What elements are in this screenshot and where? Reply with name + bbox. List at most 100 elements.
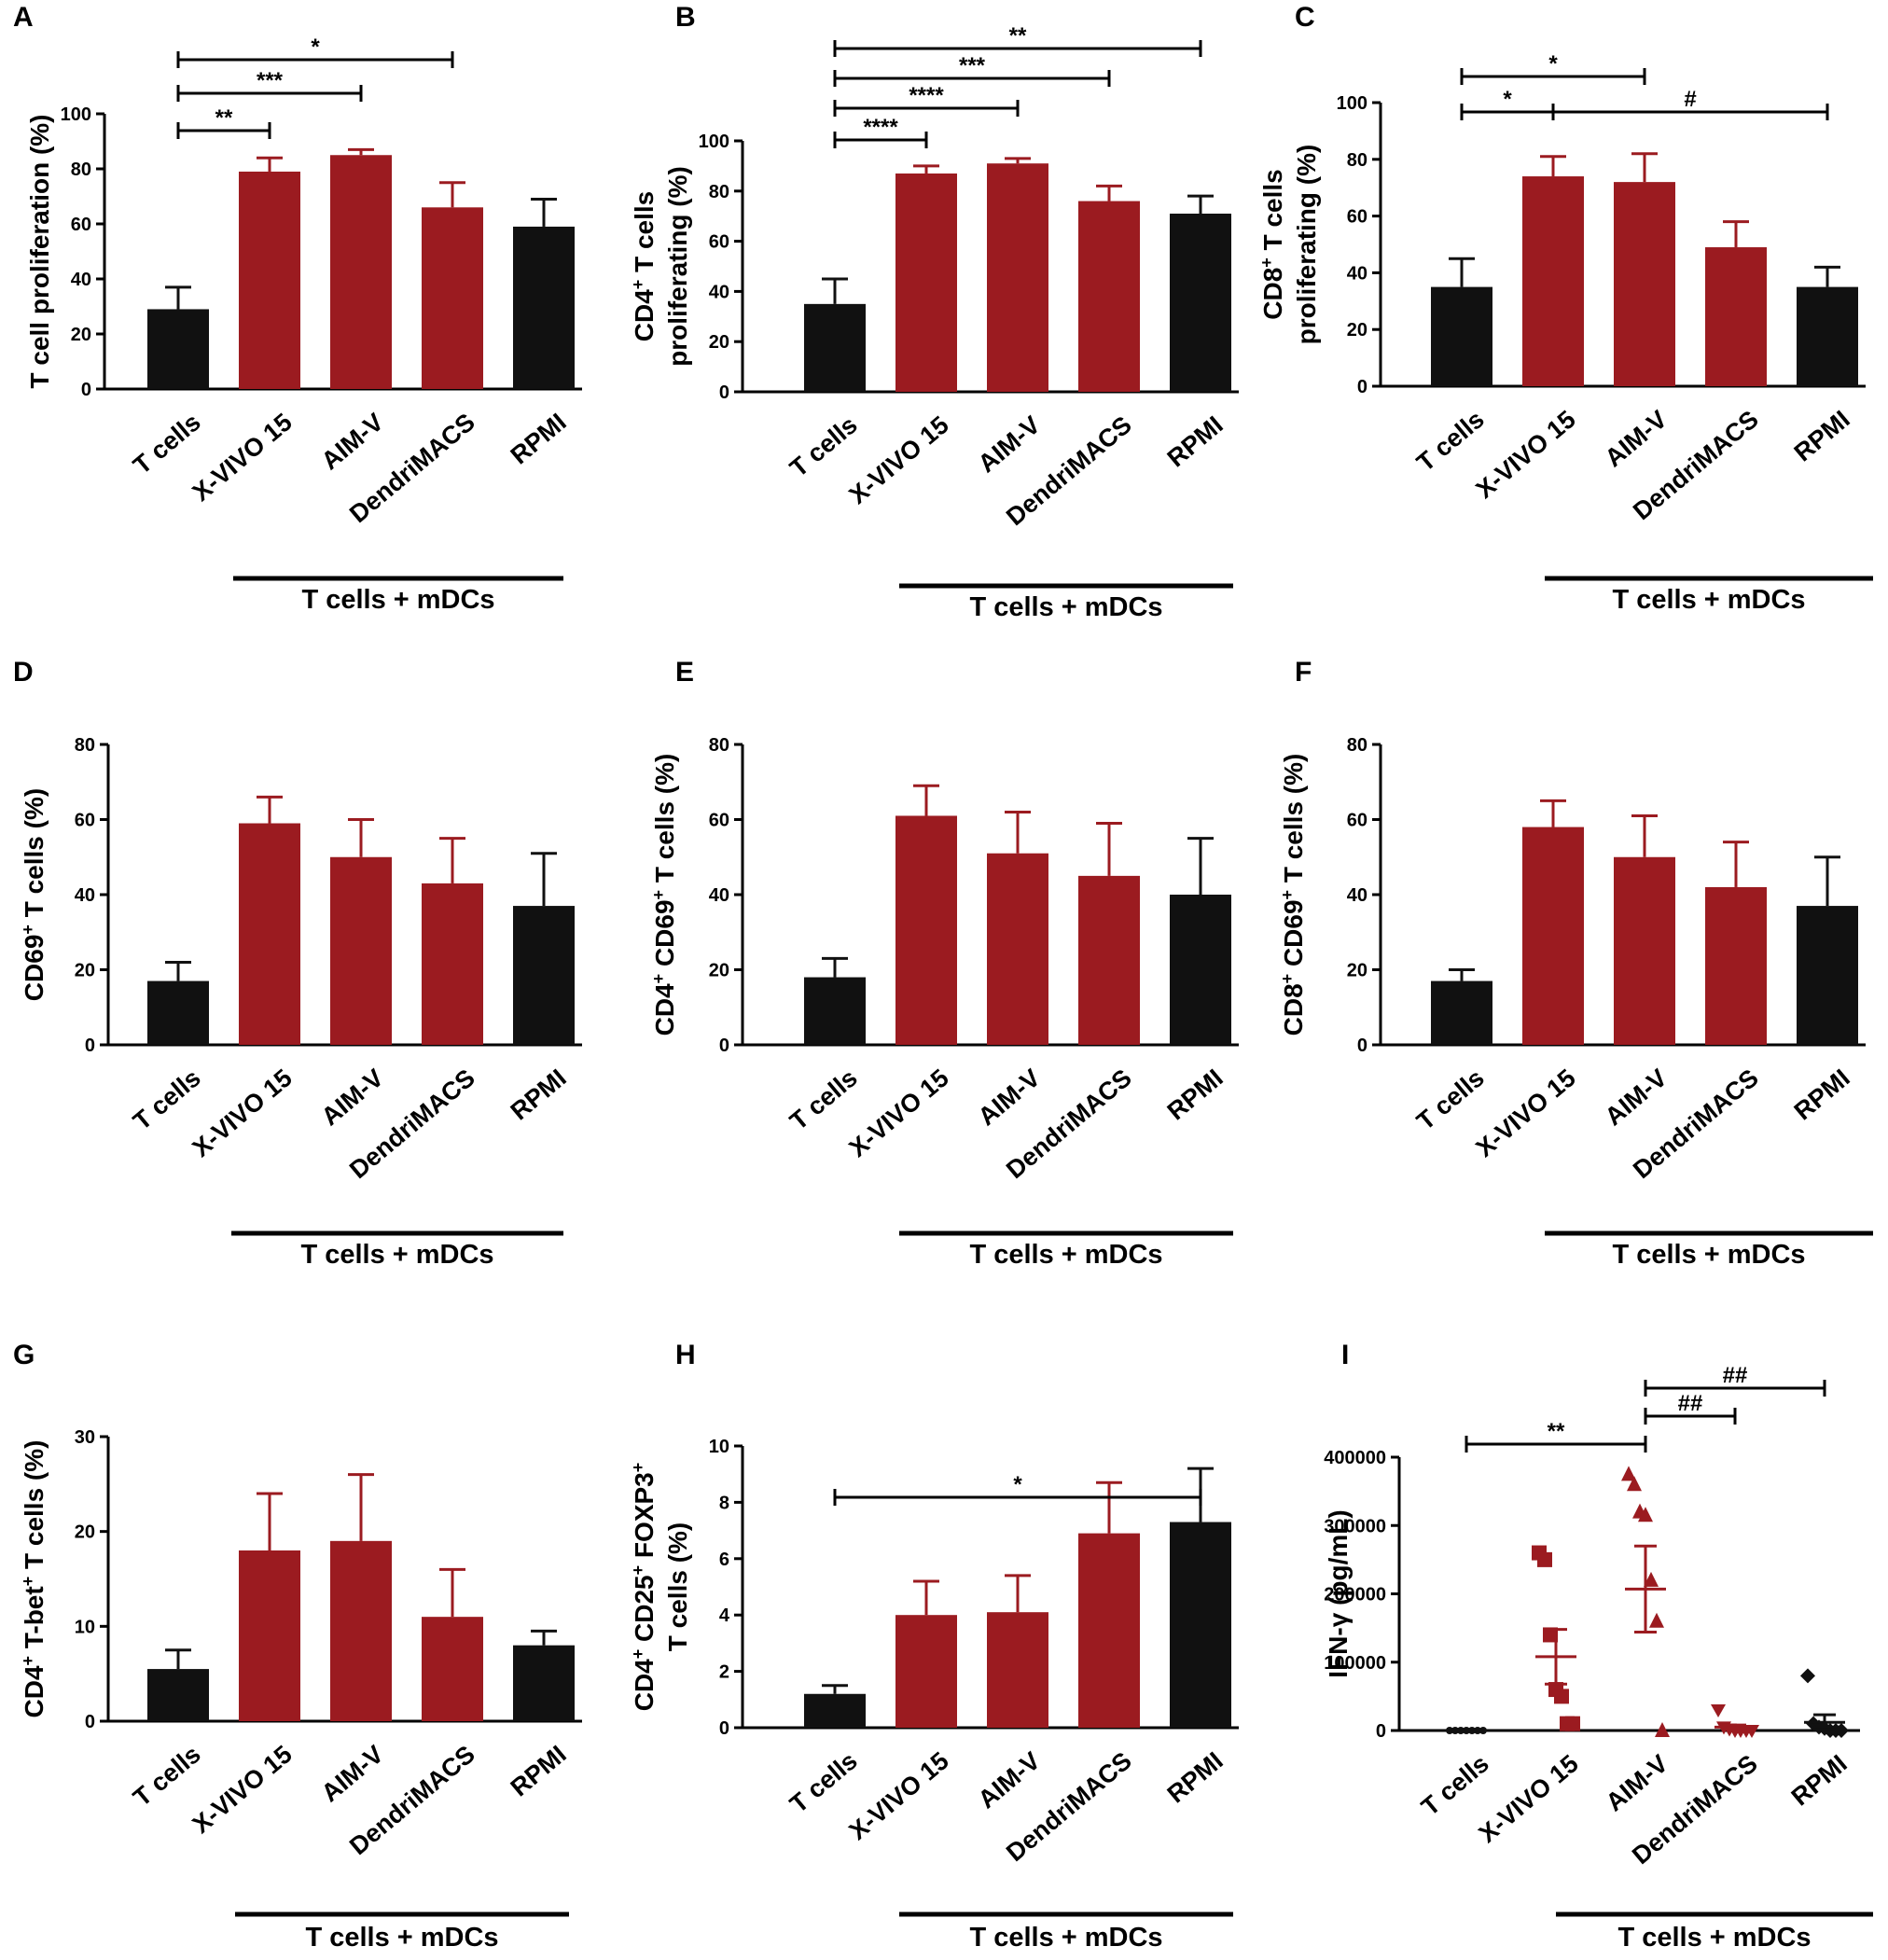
panel-letter: I [1341, 1340, 1350, 1370]
x-tick-label: AIM-V [1600, 1063, 1673, 1131]
bar [1797, 906, 1858, 1045]
y-tick-label: 10 [709, 1437, 729, 1457]
chart-panel-e: E 0 20 40 60 80 CD4+ CD69+ T cells (%) T cells… [629, 653, 1257, 1306]
y-tick-label: 20 [709, 961, 729, 981]
y-tick-label: 0 [1376, 1721, 1386, 1742]
y-axis-label: CD8+ T cells proliferating (%) [1257, 145, 1321, 345]
y-tick-label: 40 [1347, 885, 1367, 906]
bar [1170, 895, 1231, 1045]
y-tick-label: 8 [719, 1493, 729, 1513]
y-axis-label-text: T cell proliferation (%) [25, 114, 54, 388]
y-axis-label-text: CD4+ CD69+ T cells (%) [649, 754, 679, 1036]
bar [1431, 980, 1492, 1045]
bar [513, 1645, 575, 1721]
bar [987, 1612, 1048, 1728]
y-tick-label: 60 [709, 811, 729, 831]
y-tick-label: 100000 [1324, 1653, 1386, 1674]
panel-letter: G [13, 1340, 35, 1370]
sig-label: # [1684, 87, 1696, 112]
y-tick-label: 400000 [1324, 1448, 1386, 1468]
sig-label: * [1503, 87, 1512, 112]
x-tick-label: RPMI [1162, 1063, 1229, 1125]
chart-panel-f: F 0 20 40 60 80 CD8+ CD69+ T cells (%) T cells… [1257, 653, 1888, 1306]
y-tick-label: 60 [709, 232, 729, 253]
group-label: T cells + mDCs [969, 1240, 1162, 1270]
x-tick-label: X-VIVO 15 [187, 1063, 298, 1162]
x-tick-label: X-VIVO 15 [844, 1746, 954, 1845]
group-label: T cells + mDCs [969, 592, 1162, 622]
x-tick-label: T cells [1416, 1749, 1494, 1821]
x-tick-label: RPMI [506, 1063, 572, 1125]
panel-letter: C [1295, 2, 1315, 33]
bar [147, 309, 209, 389]
sig-label: *** [959, 53, 986, 78]
bar [1078, 1533, 1140, 1728]
y-tick-label: 0 [719, 382, 729, 403]
y-tick-label: 60 [71, 215, 91, 235]
y-axis-label-text: CD4+ T cells [629, 191, 659, 341]
y-axis-label: CD4+ CD25+ FOXP3+T cells (%) [629, 1463, 692, 1712]
x-tick-label: RPMI [1789, 405, 1855, 466]
bar [1522, 176, 1584, 386]
x-tick-label: RPMI [1162, 1746, 1229, 1808]
y-tick-label: 40 [71, 270, 91, 290]
data-point [1711, 1704, 1726, 1718]
bar [1170, 214, 1231, 392]
chart-panel-h: H 0 2 4 6 8 10 CD4+ CD25+ FOXP3+ T cells (%) T c… [629, 1306, 1257, 1960]
y-axis-label-text: proliferating (%) [1292, 145, 1321, 345]
y-axis-label-text: CD8+ T cells [1257, 169, 1287, 319]
bar [1431, 286, 1492, 386]
x-tick-label: T cells [128, 408, 206, 480]
group-label: T cells + mDCs [1612, 1240, 1805, 1270]
y-tick-label: 100 [1337, 93, 1367, 114]
bar [804, 977, 866, 1045]
bar [895, 173, 957, 392]
bar [1614, 182, 1675, 386]
data-point [1543, 1627, 1558, 1643]
bar [330, 856, 392, 1045]
chart-svg: 0 20 40 60 80 CD4+ CD69+ T cells (%) T cellsX-… [649, 735, 1239, 1270]
bar [330, 155, 392, 389]
group-label: T cells + mDCs [969, 1923, 1162, 1953]
bar [1797, 286, 1858, 386]
sig-label: * [1548, 51, 1558, 76]
y-tick-label: 6 [719, 1550, 729, 1570]
x-tick-label: RPMI [1789, 1063, 1855, 1125]
x-tick-label: RPMI [1786, 1749, 1853, 1811]
y-tick-label: 10 [75, 1617, 95, 1637]
sig-label: ** [215, 105, 233, 131]
y-axis-label-text: T cells (%) [663, 1522, 692, 1651]
y-axis-label-text: proliferating (%) [663, 166, 692, 367]
data-point [1627, 1476, 1642, 1492]
x-tick-label: T cells [128, 1063, 206, 1135]
data-point [1565, 1716, 1580, 1731]
y-axis-label-text: CD4+ CD25+ FOXP3+ [629, 1463, 659, 1712]
group-label: T cells + mDCs [305, 1923, 498, 1953]
y-axis-label: CD8+ CD69+ T cells (%) [1278, 754, 1308, 1036]
x-tick-label: AIM-V [316, 408, 389, 475]
y-tick-label: 20 [75, 961, 95, 981]
chart-svg: 0 20 40 60 80 100 CD8+ T cells proliferating (%… [1257, 51, 1873, 615]
y-axis-label: T cell proliferation (%) [25, 114, 54, 388]
sig-label: *** [257, 68, 284, 93]
x-tick-label: AIM-V [973, 1746, 1046, 1814]
data-point [1655, 1722, 1670, 1737]
bar [895, 815, 957, 1045]
data-point [1638, 1507, 1653, 1522]
y-tick-label: 20 [1347, 320, 1367, 341]
x-tick-label: T cells [128, 1740, 206, 1812]
chart-panel-g: G 0 10 20 30 CD4+ T-bet+ T cells (%) T cells X… [0, 1306, 629, 1960]
chart-svg: 0 100000 200000 300000 400000 IFN-γ (pg/mL) T … [1324, 1363, 1873, 1953]
x-tick-label: X-VIVO 15 [1474, 1749, 1584, 1848]
y-tick-label: 60 [1347, 207, 1367, 228]
y-tick-label: 0 [719, 1036, 729, 1056]
bar [330, 1540, 392, 1721]
x-tick-label: AIM-V [316, 1740, 389, 1807]
chart-svg: 0 20 40 60 80 CD8+ CD69+ T cells (%) T cellsX-… [1278, 735, 1873, 1270]
bar [422, 1617, 483, 1721]
bar [987, 853, 1048, 1045]
sig-label: * [311, 35, 320, 60]
bar [422, 883, 483, 1045]
y-axis-label: CD4+ T-bet+ T cells (%) [19, 1440, 49, 1718]
